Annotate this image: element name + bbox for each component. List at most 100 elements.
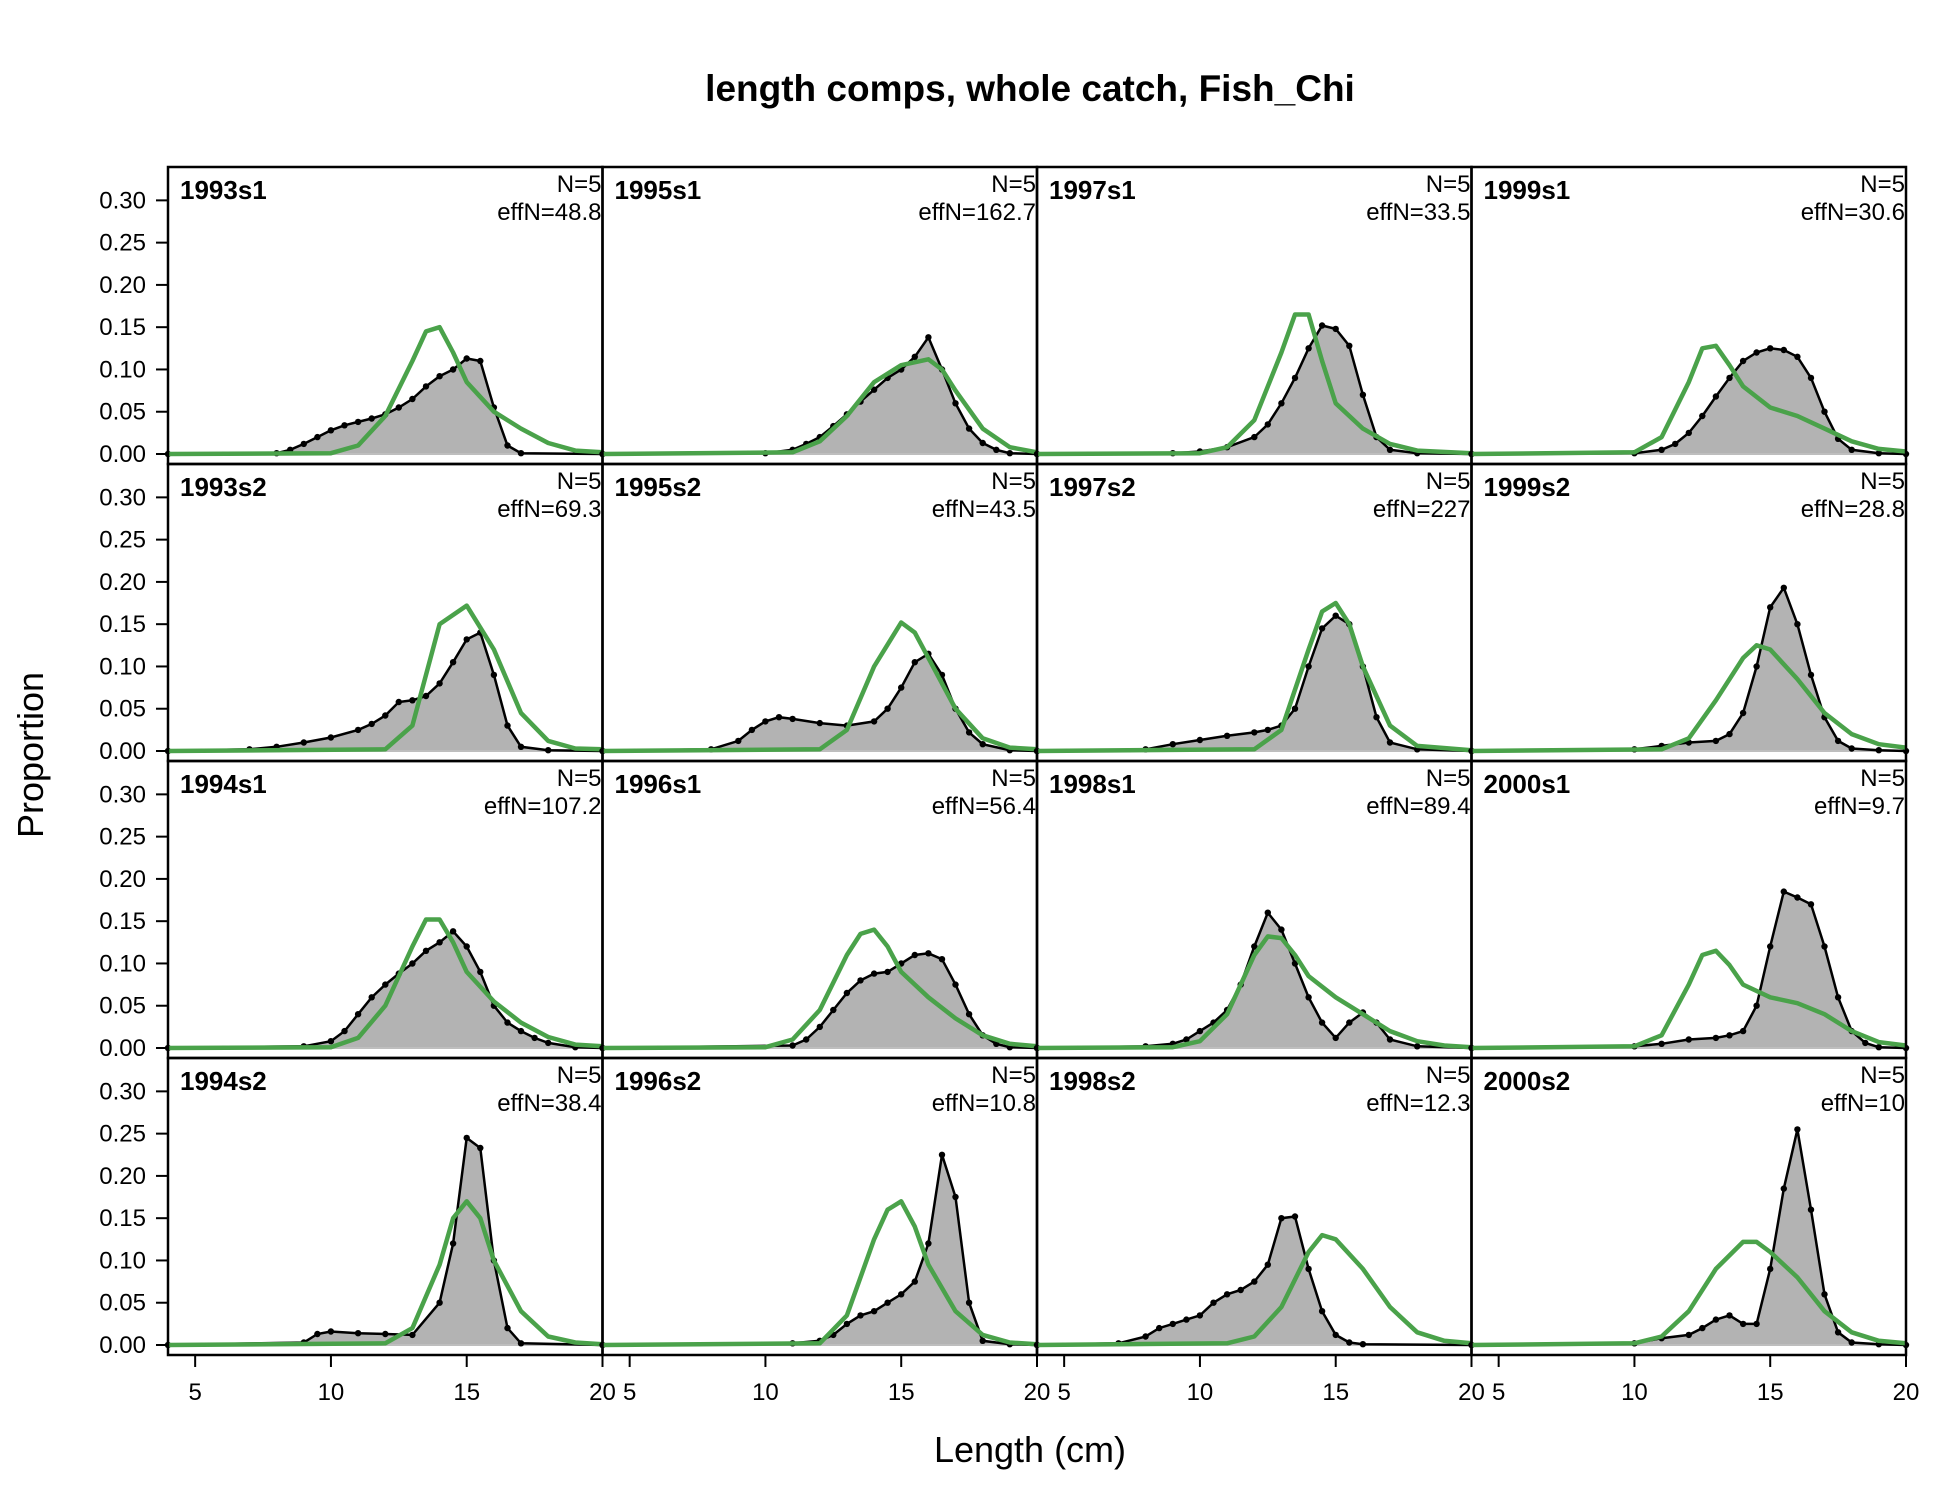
observed-point bbox=[449, 1240, 457, 1247]
expected-line bbox=[1471, 343, 1907, 457]
expected-line bbox=[1036, 312, 1472, 457]
observed-point bbox=[463, 1134, 470, 1142]
x-tick-label: 5 bbox=[188, 1379, 201, 1406]
observed-point bbox=[1278, 1215, 1285, 1222]
observed-point bbox=[368, 415, 375, 422]
observed-point bbox=[477, 968, 484, 976]
observed-point bbox=[1291, 374, 1299, 382]
observed-point bbox=[1318, 322, 1326, 329]
observed-point bbox=[789, 715, 796, 723]
y-tick-label: 0.30 bbox=[99, 187, 146, 214]
observed-point bbox=[1780, 888, 1788, 895]
y-tick-label: 0.05 bbox=[99, 399, 146, 426]
expected-line bbox=[1471, 643, 1907, 754]
observed-point bbox=[1291, 960, 1299, 967]
expected-line bbox=[1471, 948, 1907, 1051]
observed-point bbox=[517, 450, 525, 457]
observed-point bbox=[1767, 943, 1774, 950]
observed-point bbox=[1794, 1126, 1801, 1133]
x-tick-label: 10 bbox=[752, 1379, 779, 1406]
observed-point bbox=[409, 1331, 416, 1339]
y-tick-label: 0.20 bbox=[99, 272, 146, 299]
observed-point bbox=[1386, 446, 1394, 453]
panel-n-label: N=5 bbox=[557, 765, 602, 792]
observed-point bbox=[1753, 349, 1760, 356]
observed-point bbox=[803, 1036, 810, 1043]
observed-point bbox=[1332, 325, 1339, 333]
observed-point bbox=[1794, 353, 1801, 360]
observed-point bbox=[911, 951, 918, 959]
observed-point bbox=[1305, 663, 1312, 670]
observed-point bbox=[1767, 1265, 1774, 1273]
observed-point bbox=[1834, 994, 1842, 1001]
expected-line bbox=[602, 357, 1038, 457]
observed-point bbox=[1739, 1320, 1747, 1328]
observed-area bbox=[1471, 891, 1906, 1048]
observed-point bbox=[1726, 1032, 1733, 1039]
observed-point bbox=[1848, 446, 1855, 453]
observed-point bbox=[1807, 901, 1815, 908]
observed-point bbox=[449, 659, 457, 666]
expected-line bbox=[167, 324, 603, 457]
observed-point bbox=[1373, 714, 1380, 721]
observed-point bbox=[762, 718, 769, 725]
observed-point bbox=[382, 981, 389, 988]
observed-point bbox=[1726, 374, 1733, 382]
panel-n-label: N=5 bbox=[1426, 1062, 1471, 1089]
y-tick-label: 0.25 bbox=[99, 230, 146, 257]
observed-point bbox=[409, 960, 416, 967]
observed-point bbox=[1346, 1339, 1353, 1346]
observed-point bbox=[477, 357, 484, 365]
panel-n-label: N=5 bbox=[991, 171, 1036, 198]
observed-point bbox=[545, 1039, 552, 1047]
panel-n-label: N=5 bbox=[1426, 468, 1471, 495]
panel-effn-label: effN=43.5 bbox=[932, 496, 1036, 523]
observed-point bbox=[449, 928, 457, 935]
observed-area bbox=[1037, 1216, 1472, 1345]
observed-point bbox=[300, 739, 307, 746]
panel-effn-label: effN=89.4 bbox=[1366, 793, 1470, 820]
observed-point bbox=[368, 994, 375, 1001]
observed-point bbox=[775, 714, 783, 721]
panel-effn-label: effN=33.5 bbox=[1366, 199, 1470, 226]
panel-label: 1995s2 bbox=[615, 472, 702, 502]
observed-point bbox=[965, 729, 973, 736]
observed-point bbox=[843, 989, 851, 997]
y-tick-label: 0.20 bbox=[99, 569, 146, 596]
observed-point bbox=[1739, 357, 1747, 365]
observed-point bbox=[830, 1006, 837, 1014]
observed-point bbox=[1739, 709, 1747, 717]
x-tick-label: 20 bbox=[1458, 1379, 1485, 1406]
observed-point bbox=[382, 712, 389, 719]
x-axis-label: Length (cm) bbox=[934, 1429, 1126, 1470]
panel-effn-label: effN=48.8 bbox=[497, 199, 601, 226]
panel-label: 2000s1 bbox=[1484, 769, 1571, 799]
observed-point bbox=[1807, 671, 1815, 679]
observed-point bbox=[463, 943, 470, 950]
panel-n-label: N=5 bbox=[991, 765, 1036, 792]
observed-area bbox=[168, 358, 603, 454]
panel-n-label: N=5 bbox=[1860, 765, 1905, 792]
panel-border bbox=[1470, 1056, 1908, 1357]
observed-point bbox=[1142, 1333, 1149, 1340]
observed-point bbox=[965, 1011, 973, 1018]
observed-point bbox=[1672, 440, 1679, 448]
panel-n-label: N=5 bbox=[1860, 468, 1905, 495]
observed-point bbox=[490, 671, 498, 679]
observed-point bbox=[1305, 994, 1312, 1001]
observed-line bbox=[167, 1135, 603, 1347]
observed-point bbox=[1305, 1265, 1312, 1273]
observed-point bbox=[979, 741, 986, 748]
panel-label: 1995s1 bbox=[615, 175, 702, 205]
observed-point bbox=[1780, 584, 1788, 591]
x-tick-label: 5 bbox=[1057, 1379, 1070, 1406]
observed-point bbox=[504, 442, 511, 449]
observed-point bbox=[354, 726, 362, 734]
